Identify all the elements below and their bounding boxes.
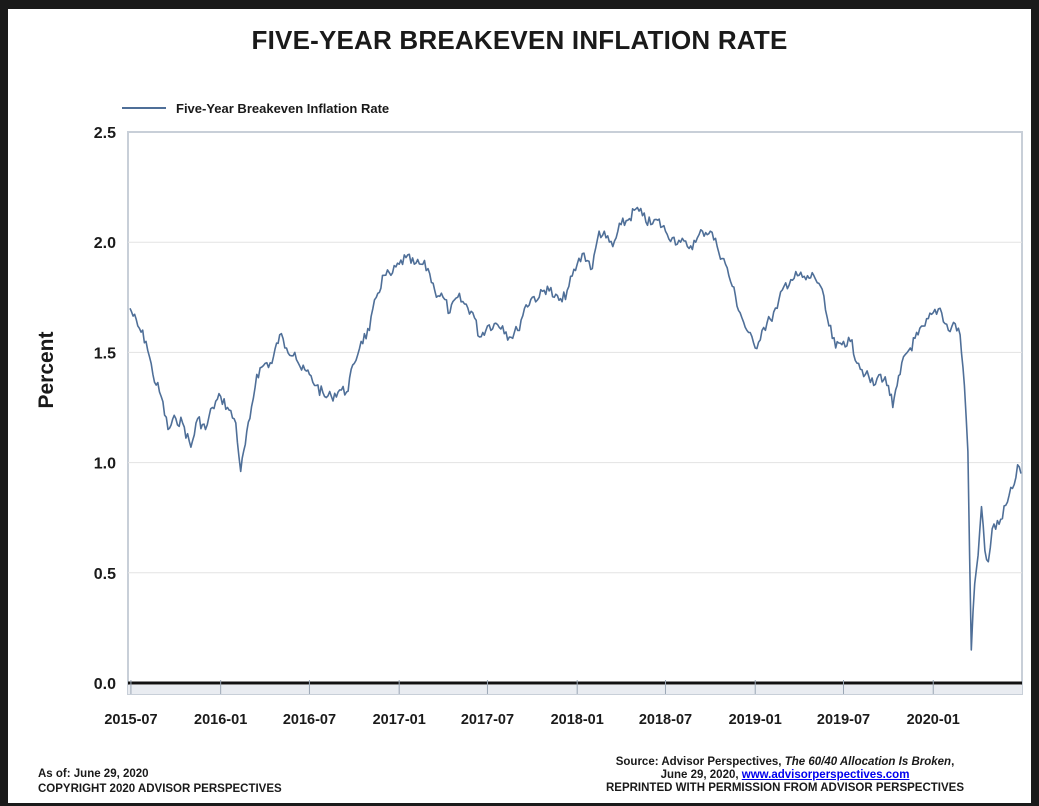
y-tick-label: 2.0 <box>94 235 116 252</box>
source-comma: , <box>951 756 955 768</box>
y-tick-label: 0.0 <box>94 676 116 693</box>
source-prefix: Source: Advisor Perspectives, <box>615 756 785 768</box>
permission-notice: REPRINTED WITH PERMISSION FROM ADVISOR P… <box>605 782 965 794</box>
source-date-line: June 29, 2020, www.advisorperspectives.c… <box>555 769 1015 782</box>
y-tick-label: 1.5 <box>94 345 116 362</box>
label-layer: 0.0 0.5 1.0 1.5 2.0 2.5 2015-07 2016-01 2016-07 2… <box>94 125 960 728</box>
legend-entry: Five-Year Breakeven Inflation Rate <box>176 100 390 116</box>
chart-title: FIVE-YEAR BREAKEVEN INFLATION RATE <box>251 25 788 55</box>
plot-area <box>127 131 1023 695</box>
source-link[interactable]: www.advisorperspectives.com <box>741 769 910 781</box>
tick-layer <box>130 680 934 694</box>
x-tick-label: 2020-01 <box>907 712 960 728</box>
x-tick-label: 2019-01 <box>729 712 782 728</box>
source-line: Source: Advisor Perspectives, The 60/40 … <box>555 756 1015 769</box>
footer-right: Source: Advisor Perspectives, The 60/40 … <box>555 756 1015 795</box>
series-line <box>129 206 1022 651</box>
x-tick-label: 2018-01 <box>551 712 604 728</box>
copyright-notice: COPYRIGHT 2020 ADVISOR PERSPECTIVES <box>38 783 282 795</box>
footer-left: As of: June 29, 2020 COPYRIGHT 2020 ADVI… <box>38 767 282 797</box>
x-tick-label: 2015-07 <box>104 712 157 728</box>
x-tick-label: 2017-01 <box>373 712 426 728</box>
y-tick-label: 2.5 <box>94 125 116 142</box>
source-title: The 60/40 Allocation Is Broken <box>784 756 952 768</box>
legend-swatch <box>122 107 166 109</box>
x-tick-label: 2016-01 <box>194 712 247 728</box>
y-tick-label: 0.5 <box>94 566 116 583</box>
x-tick-label: 2016-07 <box>283 712 336 728</box>
source-date: June 29, 2020, <box>660 769 742 781</box>
chart-legend: Five-Year Breakeven Inflation Rate <box>122 100 389 116</box>
as-of-date: As of: June 29, 2020 <box>38 768 149 780</box>
y-tick-label: 1.0 <box>94 456 116 473</box>
x-tick-label: 2017-07 <box>461 712 514 728</box>
x-tick-label: 2018-07 <box>639 712 692 728</box>
grid-layer <box>128 241 1022 694</box>
lower-band <box>128 684 1022 694</box>
x-tick-label: 2019-07 <box>817 712 870 728</box>
